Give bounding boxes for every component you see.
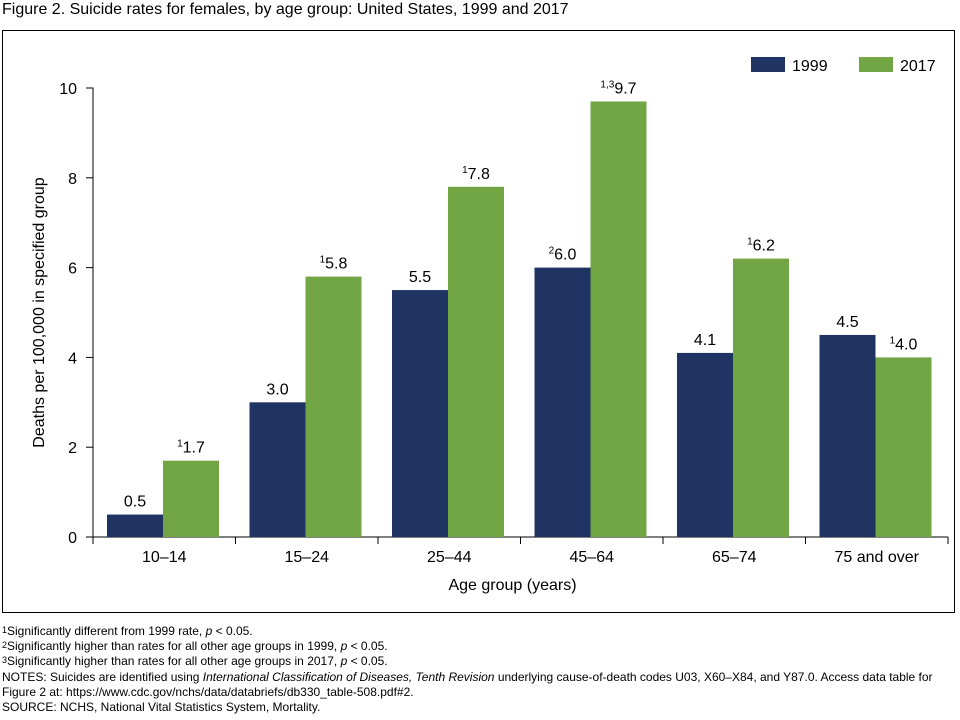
x-tick-label: 45–64 <box>570 549 615 566</box>
data-label: 26.0 <box>549 246 577 264</box>
data-value: 6.0 <box>554 247 576 264</box>
footnote-mark: 1 <box>462 165 468 176</box>
y-tick-label: 10 <box>59 81 77 98</box>
data-label: 3.0 <box>266 381 288 398</box>
legend-swatch-2017 <box>859 57 893 72</box>
bar-1999 <box>677 352 733 537</box>
x-axis-title: Age group (years) <box>448 577 576 594</box>
bar-1999 <box>819 334 876 537</box>
data-value: 9.7 <box>614 80 636 97</box>
x-tick-label: 75 and over <box>834 549 919 566</box>
footnote-mark: 2 <box>549 246 555 257</box>
footnote-mark: 1 <box>320 255 326 266</box>
data-label: 17.8 <box>462 165 490 183</box>
data-label: 16.2 <box>747 237 775 255</box>
footnote-mark: 1 <box>890 335 896 346</box>
footnote-mark: 1 <box>177 439 183 450</box>
footnote-mark: 1 <box>747 237 753 248</box>
bar-1999 <box>107 514 163 537</box>
legend-label-2017: 2017 <box>900 58 936 75</box>
data-label: 1,39.7 <box>600 79 636 97</box>
bar-1999 <box>534 267 591 537</box>
data-value: 5.8 <box>325 256 347 273</box>
x-tick-label: 15–24 <box>285 549 330 566</box>
data-value: 6.2 <box>753 238 775 255</box>
figure-title: Figure 2. Suicide rates for females, by … <box>2 1 569 18</box>
data-value: 7.8 <box>468 166 490 183</box>
footnotes: 1Significantly different from 1999 rate,… <box>2 624 958 715</box>
notes-text: NOTES: Suicides are identified using Int… <box>2 669 933 699</box>
bar-2017 <box>448 186 504 537</box>
data-value: 1.7 <box>183 440 205 457</box>
bar-chart: 0 2 4 6 8 10 10–14 15–24 25–44 45–64 65–74 75 and o… <box>31 57 949 594</box>
bar-2017 <box>163 460 219 537</box>
y-tick-label: 6 <box>68 261 77 278</box>
data-value: 4.0 <box>895 336 917 353</box>
data-label: 4.5 <box>836 314 858 331</box>
bar-1999 <box>249 402 306 537</box>
data-label: 5.5 <box>409 269 431 286</box>
x-tick-label: 65–74 <box>712 549 757 566</box>
source-text: SOURCE: NCHS, National Vital Statistics … <box>2 700 321 715</box>
bar-2017 <box>733 258 789 537</box>
data-label: 15.8 <box>320 255 348 273</box>
y-tick-label: 4 <box>68 350 77 367</box>
footnote-3: 3Significantly higher than rates for all… <box>2 654 388 669</box>
legend-label-1999: 1999 <box>792 58 828 75</box>
data-label: 14.0 <box>890 335 918 353</box>
chart-frame: 0 2 4 6 8 10 10–14 15–24 25–44 45–64 65–74 75 and o… <box>2 30 955 613</box>
bar-1999 <box>392 290 448 537</box>
footnote-2: 2Significantly higher than rates for all… <box>2 639 388 654</box>
x-tick-label: 25–44 <box>427 549 472 566</box>
y-tick-label: 8 <box>68 171 77 188</box>
bar-2017 <box>305 276 362 537</box>
legend-swatch-1999 <box>751 57 785 72</box>
data-label: 0.5 <box>124 494 146 511</box>
bar-2017 <box>875 357 932 537</box>
bar-2017 <box>590 101 647 537</box>
y-axis-title: Deaths per 100,000 in specified group <box>31 177 48 448</box>
data-label: 4.1 <box>694 332 716 349</box>
footnote-1: 1Significantly different from 1999 rate,… <box>2 624 253 638</box>
data-label: 11.7 <box>177 439 205 457</box>
footnote-mark: 1,3 <box>600 79 614 90</box>
x-tick-label: 10–14 <box>142 549 187 566</box>
y-tick-label: 0 <box>68 530 77 547</box>
y-tick-label: 2 <box>68 440 77 457</box>
notes-italic-title: International Classification of Diseases… <box>202 669 495 684</box>
